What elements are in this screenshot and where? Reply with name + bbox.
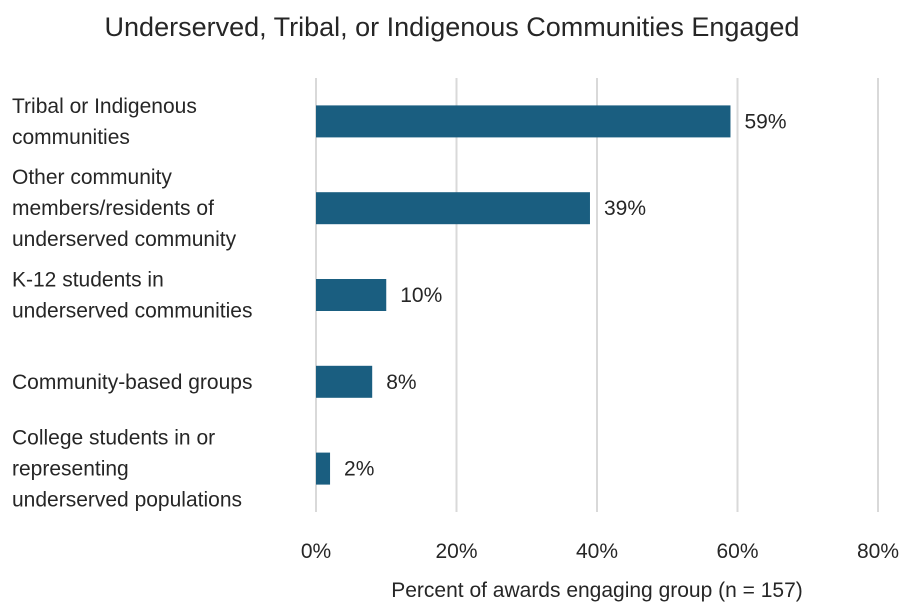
bar — [316, 279, 387, 311]
y-category-label: Other community — [12, 166, 172, 189]
data-label: 2% — [344, 458, 374, 481]
bar — [316, 365, 373, 398]
y-category-label: College students in or — [12, 427, 215, 450]
chart-title: Underserved, Tribal, or Indigenous Commu… — [104, 12, 800, 42]
x-axis-title: Percent of awards engaging group (n = 15… — [391, 579, 803, 602]
y-category-label: members/residents of — [12, 197, 214, 220]
y-category-label: Community-based groups — [12, 371, 252, 394]
x-tick-label: 60% — [716, 540, 758, 563]
x-tick-label: 80% — [857, 540, 899, 563]
y-category-label: underserved community — [12, 228, 237, 251]
x-tick-label: 0% — [301, 540, 331, 563]
y-category-label: underserved communities — [12, 300, 252, 323]
y-category-label: underserved populations — [12, 489, 242, 512]
y-category-label: representing — [12, 458, 129, 481]
bar — [316, 192, 590, 225]
y-category-label: Tribal or Indigenous — [12, 95, 197, 118]
x-tick-label: 20% — [435, 540, 477, 563]
y-category-label: communities — [12, 126, 130, 149]
data-label: 10% — [400, 284, 442, 307]
y-category-label: K-12 students in — [12, 269, 164, 292]
bar — [316, 452, 331, 485]
x-tick-label: 40% — [576, 540, 618, 563]
data-label: 59% — [744, 110, 786, 133]
data-label: 8% — [386, 371, 416, 394]
data-label: 39% — [604, 197, 646, 220]
bar — [316, 105, 731, 138]
